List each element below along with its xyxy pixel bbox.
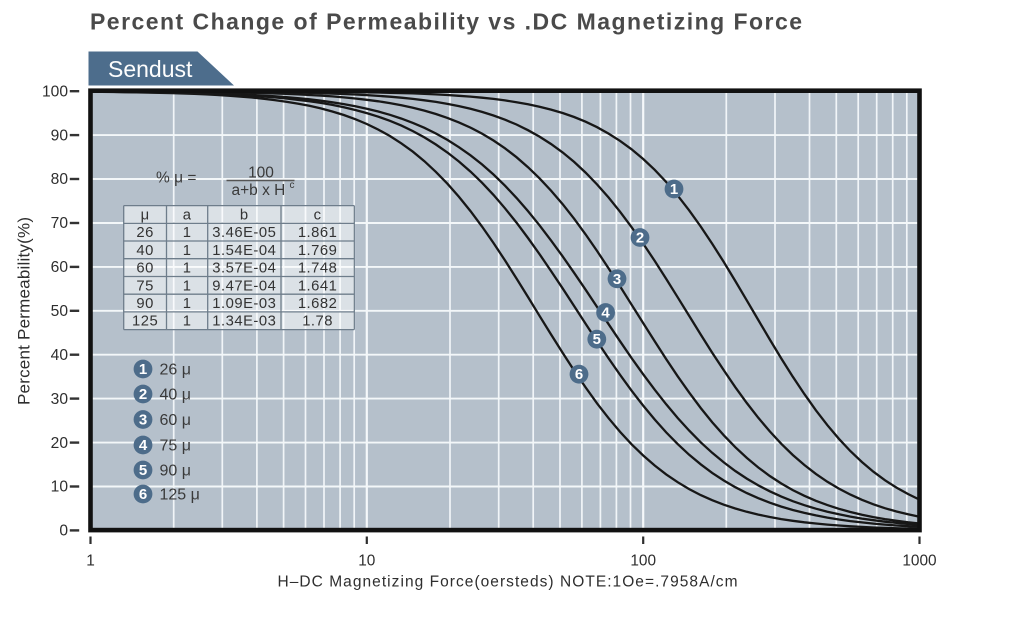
svg-text:125: 125 [132, 314, 158, 330]
svg-text:1.54E-04: 1.54E-04 [212, 243, 276, 259]
svg-text:125 μ: 125 μ [160, 487, 200, 504]
svg-text:1.769: 1.769 [298, 243, 338, 259]
svg-text:75 μ: 75 μ [160, 438, 191, 455]
svg-text:70: 70 [51, 215, 69, 232]
svg-text:3.57E-04: 3.57E-04 [212, 261, 276, 277]
svg-text:26: 26 [136, 225, 153, 241]
svg-text:3.46E-05: 3.46E-05 [212, 225, 276, 241]
svg-text:1: 1 [183, 278, 192, 294]
svg-text:100: 100 [42, 83, 68, 100]
svg-text:1: 1 [183, 225, 192, 241]
svg-text:1: 1 [183, 296, 192, 312]
svg-text:% μ =: % μ = [156, 170, 196, 187]
svg-text:μ: μ [141, 208, 150, 224]
svg-text:100: 100 [630, 553, 656, 570]
svg-text:4: 4 [601, 305, 610, 322]
svg-text:3: 3 [139, 412, 147, 429]
svg-text:90: 90 [136, 296, 153, 312]
svg-text:60: 60 [51, 259, 69, 276]
svg-text:1: 1 [670, 181, 678, 198]
svg-text:3: 3 [613, 271, 621, 288]
svg-text:1: 1 [86, 553, 95, 570]
svg-text:1: 1 [183, 243, 192, 259]
svg-text:50: 50 [51, 303, 69, 320]
svg-text:1: 1 [139, 361, 147, 378]
svg-text:Percent Change of Permeability: Percent Change of Permeability vs .DC Ma… [90, 9, 802, 35]
svg-text:c: c [314, 208, 322, 224]
svg-text:26 μ: 26 μ [160, 362, 191, 379]
svg-text:1000: 1000 [902, 553, 936, 570]
svg-text:10: 10 [51, 479, 69, 496]
svg-text:1: 1 [183, 261, 192, 277]
svg-text:1.682: 1.682 [298, 296, 338, 312]
svg-text:100: 100 [248, 165, 274, 182]
svg-text:1.09E-03: 1.09E-03 [212, 296, 276, 312]
svg-text:a+b x H: a+b x H [232, 182, 286, 199]
svg-text:30: 30 [51, 391, 69, 408]
svg-text:75: 75 [136, 278, 153, 294]
svg-text:90 μ: 90 μ [160, 463, 191, 480]
svg-text:5: 5 [593, 331, 601, 348]
svg-text:Sendust: Sendust [108, 56, 193, 82]
svg-text:Percent Permeability(%): Percent Permeability(%) [15, 217, 34, 405]
svg-text:c: c [290, 180, 295, 191]
svg-text:10: 10 [358, 553, 375, 570]
svg-text:a: a [183, 208, 192, 224]
svg-text:1.34E-03: 1.34E-03 [212, 314, 276, 330]
svg-text:4: 4 [139, 437, 148, 454]
svg-text:5: 5 [139, 462, 147, 479]
svg-text:40: 40 [136, 243, 153, 259]
svg-text:2: 2 [139, 386, 147, 403]
svg-text:b: b [240, 208, 249, 224]
svg-text:1: 1 [183, 314, 192, 330]
svg-text:1.748: 1.748 [298, 261, 338, 277]
svg-text:6: 6 [139, 486, 147, 503]
svg-text:40: 40 [51, 347, 69, 364]
svg-text:40 μ: 40 μ [160, 387, 191, 404]
svg-text:60 μ: 60 μ [160, 412, 191, 429]
svg-text:60: 60 [136, 261, 153, 277]
svg-text:1.641: 1.641 [298, 278, 338, 294]
svg-text:0: 0 [59, 523, 68, 540]
svg-text:80: 80 [51, 171, 69, 188]
svg-text:9.47E-04: 9.47E-04 [212, 278, 276, 294]
svg-text:6: 6 [575, 366, 583, 383]
svg-text:1.78: 1.78 [302, 314, 333, 330]
svg-text:H–DC Magnetizing Force(oersted: H–DC Magnetizing Force(oersteds) NOTE:1O… [278, 574, 738, 591]
svg-text:20: 20 [51, 435, 69, 452]
svg-text:1.861: 1.861 [298, 225, 338, 241]
svg-text:2: 2 [636, 230, 644, 247]
svg-text:90: 90 [51, 127, 69, 144]
